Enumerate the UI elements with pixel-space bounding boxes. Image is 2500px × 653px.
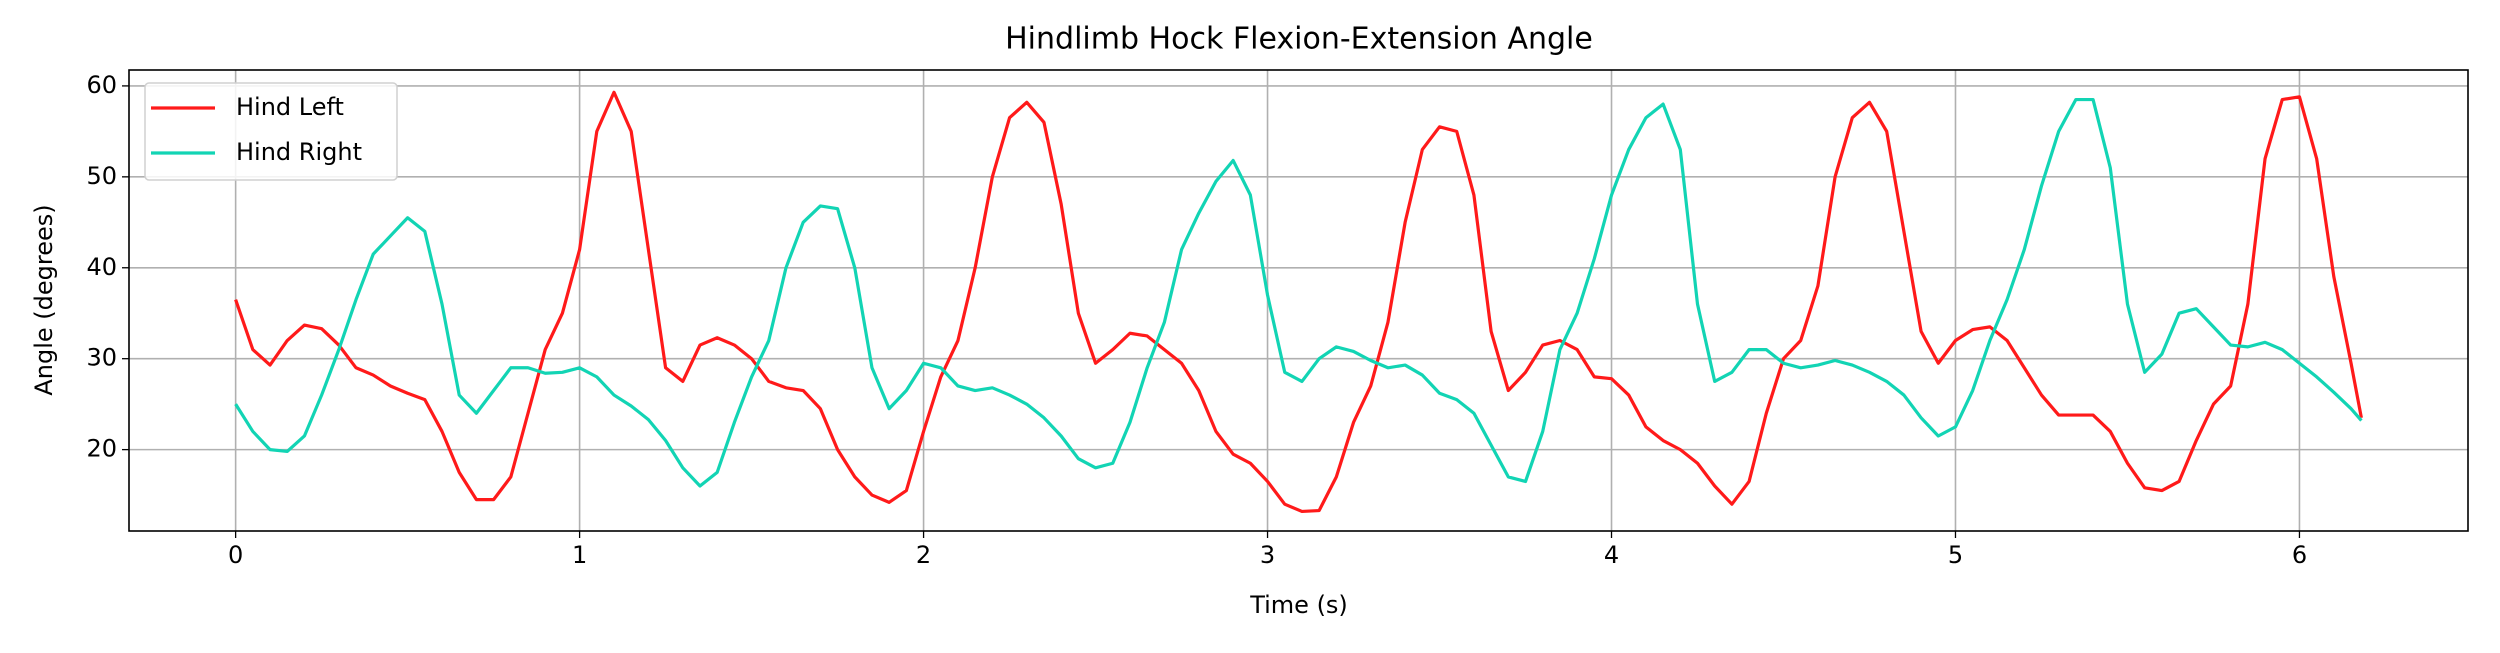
series-line: [234, 97, 2363, 488]
legend-label: Hind Left: [236, 93, 344, 121]
y-tick-label: 30: [86, 344, 117, 372]
plot-frame: [128, 69, 2469, 532]
y-tick-label: 40: [86, 253, 117, 281]
y-tick-label: 20: [86, 435, 117, 463]
y-tick-label: 60: [86, 71, 117, 99]
legend-label: Hind Right: [236, 138, 362, 166]
y-axis-label: Angle (degrees): [30, 204, 58, 395]
series-line: [234, 90, 2363, 514]
x-tick-label: 0: [228, 541, 243, 569]
x-tick-label: 6: [2292, 541, 2307, 569]
x-tick-label: 2: [916, 541, 931, 569]
x-tick-label: 4: [1604, 541, 1619, 569]
y-tick-label: 50: [86, 162, 117, 190]
chart-title: Hindlimb Hock Flexion-Extension Angle: [1005, 22, 1593, 57]
x-tick-label: 1: [572, 541, 587, 569]
x-tick-label: 5: [1948, 541, 1963, 569]
x-tick-label: 3: [1260, 541, 1275, 569]
x-axis-label: Time (s): [1249, 591, 1348, 619]
